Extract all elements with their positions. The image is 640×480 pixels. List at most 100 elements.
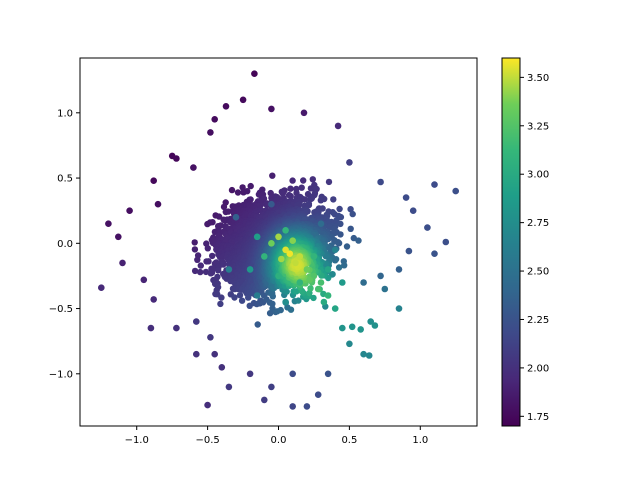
scatter-cloud-point — [231, 294, 238, 301]
scatter-point — [317, 220, 325, 227]
scatter-point — [339, 324, 346, 332]
scatter-point — [324, 370, 332, 378]
scatter-point — [246, 370, 254, 378]
scatter-cloud-point — [335, 264, 343, 271]
scatter-point — [282, 298, 289, 306]
scatter-point — [314, 391, 322, 399]
scatter-point — [346, 159, 353, 166]
scatter-cloud-point — [205, 258, 212, 265]
scatter-point — [275, 272, 282, 280]
colorbar-tick-label: 2.25 — [527, 315, 549, 326]
colorbar-tick-label: 3.25 — [527, 121, 549, 132]
scatter-cloud-point — [337, 213, 345, 221]
scatter-point — [289, 237, 297, 244]
scatter-point — [232, 213, 240, 221]
scatter-cloud-point — [204, 245, 211, 252]
scatter-point — [193, 350, 200, 358]
scatter-point — [348, 323, 356, 331]
scatter-cloud-point — [343, 243, 351, 250]
colorbar-ticks: 1.75 2.00 2.25 2.50 2.75 3.00 3.25 3.50 — [520, 73, 549, 423]
scatter-point — [225, 266, 233, 273]
scatter-point — [320, 298, 328, 306]
scatter-point — [225, 383, 233, 391]
scatter-cloud-point — [217, 300, 224, 308]
scatter-cloud-point — [293, 288, 300, 295]
x-tick-label: 0.5 — [341, 435, 357, 446]
scatter-cloud-point — [194, 256, 201, 263]
scatter-point — [452, 187, 460, 195]
scatter-cloud-point — [350, 234, 357, 242]
scatter-point — [371, 322, 379, 329]
colorbar-tick-label: 2.00 — [527, 363, 549, 374]
scatter-point — [147, 324, 155, 332]
colorbar-tick-label: 3.50 — [527, 73, 549, 84]
scatter-point — [239, 96, 247, 104]
y-tick-label: 0.5 — [57, 174, 73, 185]
scatter-cloud-point — [298, 184, 305, 191]
scatter-point — [268, 383, 275, 391]
scatter-cloud-point — [215, 213, 223, 220]
scatter-point — [204, 401, 211, 409]
scatter-cloud-point — [308, 195, 315, 202]
scatter-point — [442, 238, 450, 246]
scatter-point — [251, 70, 258, 77]
scatter-point — [105, 220, 112, 227]
scatter-point — [207, 129, 214, 136]
scatter-cloud-point — [247, 182, 254, 190]
scatter-point — [246, 266, 254, 273]
y-tick-label: 0.0 — [57, 239, 73, 250]
scatter-point — [331, 246, 339, 254]
scatter-cloud-point — [245, 294, 252, 301]
scatter-point — [431, 250, 438, 257]
scatter-point — [405, 247, 413, 255]
scatter-point — [126, 207, 133, 214]
scatter-point — [365, 352, 373, 359]
scatter-point — [402, 194, 410, 201]
scatter-point — [409, 207, 417, 214]
y-axis: −1.0 −0.5 0.0 0.5 1.0 — [49, 108, 80, 380]
scatter-point — [310, 253, 318, 260]
scatter-point — [253, 233, 261, 241]
scatter-point — [211, 350, 218, 358]
scatter-point — [357, 326, 365, 333]
scatter-point — [324, 266, 332, 273]
scatter-point — [173, 324, 180, 332]
scatter-cloud-point — [238, 297, 246, 304]
scatter-point — [278, 255, 285, 263]
scatter-point — [218, 364, 226, 371]
scatter-point — [303, 403, 311, 410]
scatter-point — [377, 178, 384, 186]
scatter-cloud-point — [234, 189, 242, 196]
scatter-cloud-point — [289, 177, 296, 184]
scatter-cloud-point — [228, 186, 236, 194]
scatter-point — [140, 276, 148, 284]
scatter-point — [339, 279, 346, 286]
scatter-cloud-point — [247, 196, 254, 203]
scatter-point — [360, 279, 367, 286]
scatter-point — [289, 370, 297, 378]
scatter-cloud-point — [287, 306, 295, 313]
scatter-cloud-point — [202, 268, 210, 276]
scatter-point — [289, 403, 297, 410]
scatter-cloud-point — [341, 262, 348, 269]
scatter-cloud-point — [330, 196, 337, 203]
scatter-point — [253, 292, 261, 299]
scatter-point — [346, 340, 353, 348]
scatter-point — [261, 253, 268, 260]
scatter-cloud-point — [349, 210, 356, 218]
scatter-point — [261, 396, 268, 404]
scatter-cloud-point — [197, 268, 204, 276]
scatter-cloud-point — [266, 310, 274, 317]
scatter-cloud-point — [287, 185, 294, 192]
colorbar-tick-label: 2.75 — [527, 218, 549, 229]
scatter-cloud-point — [300, 177, 307, 184]
scatter-cloud-point — [225, 208, 232, 215]
x-tick-label: 1.0 — [412, 435, 428, 446]
y-tick-label: −0.5 — [49, 304, 73, 315]
scatter-cloud-point — [197, 262, 204, 269]
scatter-point — [395, 305, 403, 312]
scatter-point — [268, 240, 275, 247]
scatter-point — [377, 272, 384, 280]
scatter-cloud-point — [283, 288, 290, 295]
